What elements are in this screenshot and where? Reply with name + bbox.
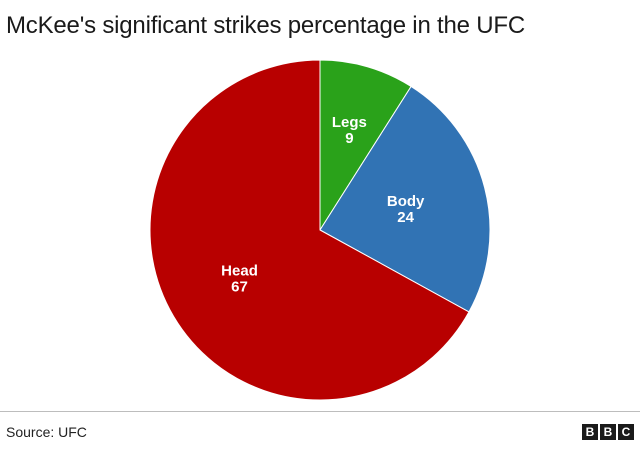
pie-slice-body [319,85,491,313]
logo-letter-c: C [618,424,634,440]
slice-label-head: Head [221,263,258,280]
slice-label-legs: Legs [332,114,367,131]
slice-value-head: 67 [231,279,248,296]
slice-value-legs: 9 [345,130,353,147]
pie-slice-legs [319,59,412,232]
slice-value-body: 24 [397,209,414,226]
logo-letter-b1: B [582,424,598,440]
source-note: Source: UFC [6,424,87,440]
chart-title: McKee's significant strikes percentage i… [6,12,526,39]
slice-label-body: Body [387,193,425,210]
pie-slices [149,59,491,401]
bbc-logo: B B C [582,424,634,440]
logo-letter-b2: B [600,424,616,440]
pie-slice-head [149,59,470,401]
footer-divider [0,411,640,412]
